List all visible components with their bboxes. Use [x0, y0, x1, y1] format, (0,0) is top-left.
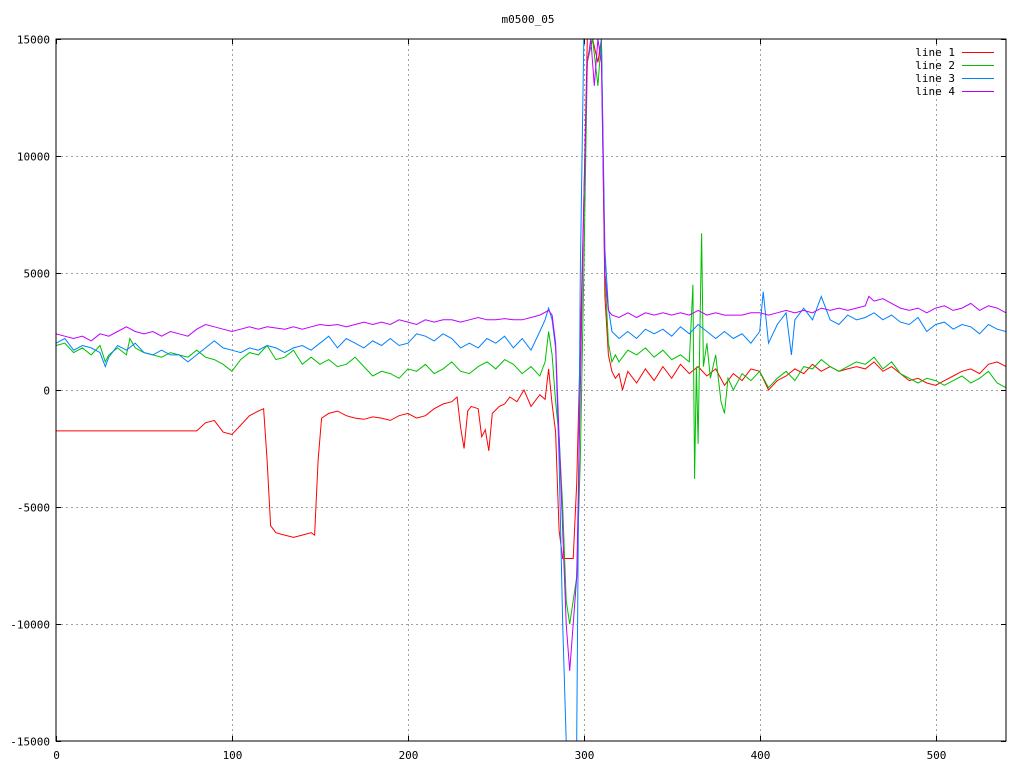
x-tick-label: 400 [751, 749, 771, 762]
x-tick-label: 300 [575, 749, 595, 762]
y-tick-label: -5000 [17, 502, 50, 515]
axis-ticks: 0 100 200 300 400 500 -15000 -10000 -5000 0 5000 10… [10, 34, 1006, 762]
plot-frame [55, 38, 1007, 742]
y-tick-label: 10000 [17, 151, 50, 164]
y-tick-label: 5000 [24, 268, 51, 281]
data-series [56, 39, 1006, 741]
x-tick-label: 100 [223, 749, 243, 762]
y-tick-label: -10000 [10, 619, 50, 632]
x-tick-label: 0 [53, 749, 60, 762]
y-tick-label: -15000 [10, 736, 50, 749]
x-tick-label: 500 [927, 749, 947, 762]
legend-label: line 1 [915, 46, 955, 59]
x-tick-label: 200 [399, 749, 419, 762]
legend-label: line 4 [915, 85, 955, 98]
y-tick-label: 15000 [17, 34, 50, 47]
legend-label: line 2 [915, 59, 955, 72]
legend-label: line 3 [915, 72, 955, 85]
y-tick-label: 0 [43, 385, 50, 398]
series-line-4 [56, 39, 1006, 671]
chart-title: m0500_05 [502, 13, 555, 26]
series-line-2 [56, 39, 1006, 625]
